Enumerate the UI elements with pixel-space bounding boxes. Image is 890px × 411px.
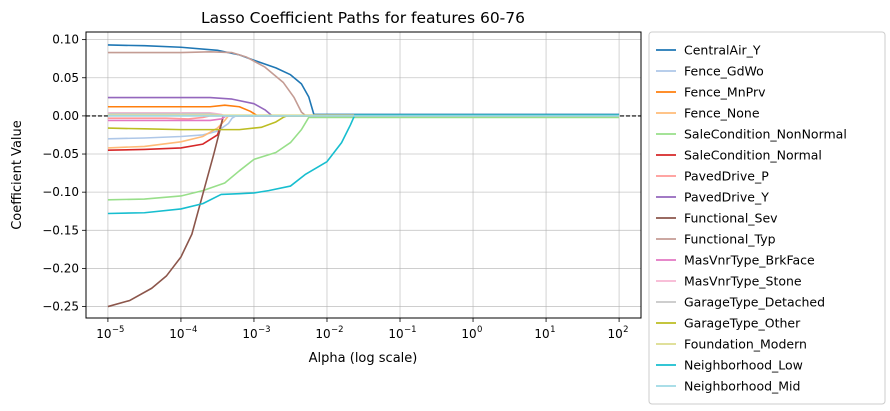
series-line-SaleCondition_NonNormal: [107, 116, 620, 201]
x-tick-label: 10: [461, 327, 476, 341]
legend-label: Neighborhood_Low: [684, 358, 803, 373]
x-tick-exponent: −1: [404, 325, 417, 335]
legend-label: MasVnrType_Stone: [684, 274, 802, 289]
legend-label: Foundation_Modern: [684, 337, 807, 352]
x-tick-label: 10: [169, 327, 184, 341]
legend-label: Functional_Typ: [684, 232, 776, 247]
x-tick-exponent: 0: [477, 325, 482, 335]
y-tick-label: −0.05: [42, 147, 79, 161]
y-tick-label: 0.05: [52, 71, 79, 85]
x-axis-ticks: 10 −5 10 −4 10 −3 10 −2 10 −1 10 0 10 1 10 2: [96, 318, 629, 341]
legend-label: Fence_None: [684, 106, 760, 121]
chart-title: Lasso Coefficient Paths for features 60-…: [201, 9, 525, 27]
legend-label: Fence_MnPrv: [684, 85, 766, 100]
legend: CentralAir_Y Fence_GdWo Fence_MnPrv Fence_N…: [648, 31, 886, 405]
y-axis-label: Coefficient Value: [10, 120, 25, 230]
y-tick-label: −0.25: [42, 300, 79, 314]
x-tick-exponent: −2: [331, 325, 344, 335]
legend-label: Neighborhood_Mid: [684, 379, 800, 394]
series-line-Neighborhood_Low: [107, 114, 620, 215]
x-axis-label: Alpha (log scale): [309, 351, 418, 366]
legend-label: GarageType_Detached: [684, 295, 825, 310]
x-tick-label: 10: [534, 327, 549, 341]
y-tick-label: −0.20: [42, 261, 79, 275]
legend-label: Functional_Sev: [684, 211, 778, 226]
y-tick-label: 0.00: [52, 109, 79, 123]
x-tick-exponent: −5: [112, 325, 125, 335]
plot-frame: [85, 31, 642, 319]
legend-label: PavedDrive_Y: [684, 190, 769, 205]
legend-label: SaleCondition_Normal: [684, 148, 822, 163]
legend-label: SaleCondition_NonNormal: [684, 127, 847, 142]
x-tick-exponent: 1: [550, 325, 555, 335]
series-line-CentralAir_Y: [107, 44, 620, 116]
y-axis-ticks: 0.10 0.05 0.00 −0.05 −0.10 −0.15 −0.20 −0.25: [42, 33, 86, 314]
legend-label: Fence_GdWo: [684, 64, 764, 79]
x-tick-label: 10: [242, 327, 257, 341]
x-tick-exponent: 2: [623, 325, 628, 335]
y-tick-label: −0.10: [42, 185, 79, 199]
legend-label: GarageType_Other: [684, 316, 801, 331]
series-line-Functional_Sev: [107, 115, 620, 308]
grid-lines: [86, 32, 641, 318]
x-tick-exponent: −4: [185, 325, 198, 335]
x-tick-label: 10: [315, 327, 330, 341]
legend-label: PavedDrive_P: [684, 169, 769, 184]
y-tick-label: 0.10: [52, 33, 79, 47]
legend-box: [648, 31, 886, 405]
x-tick-exponent: −3: [258, 325, 271, 335]
x-tick-label: 10: [607, 327, 622, 341]
series-lines: [107, 44, 620, 308]
x-tick-label: 10: [96, 327, 111, 341]
x-tick-label: 10: [388, 327, 403, 341]
legend-label: CentralAir_Y: [684, 43, 761, 58]
legend-items: CentralAir_Y Fence_GdWo Fence_MnPrv Fence_N…: [656, 43, 847, 394]
legend-label: MasVnrType_BrkFace: [684, 253, 815, 268]
series-line-Functional_Typ: [107, 51, 620, 116]
y-tick-label: −0.15: [42, 223, 79, 237]
